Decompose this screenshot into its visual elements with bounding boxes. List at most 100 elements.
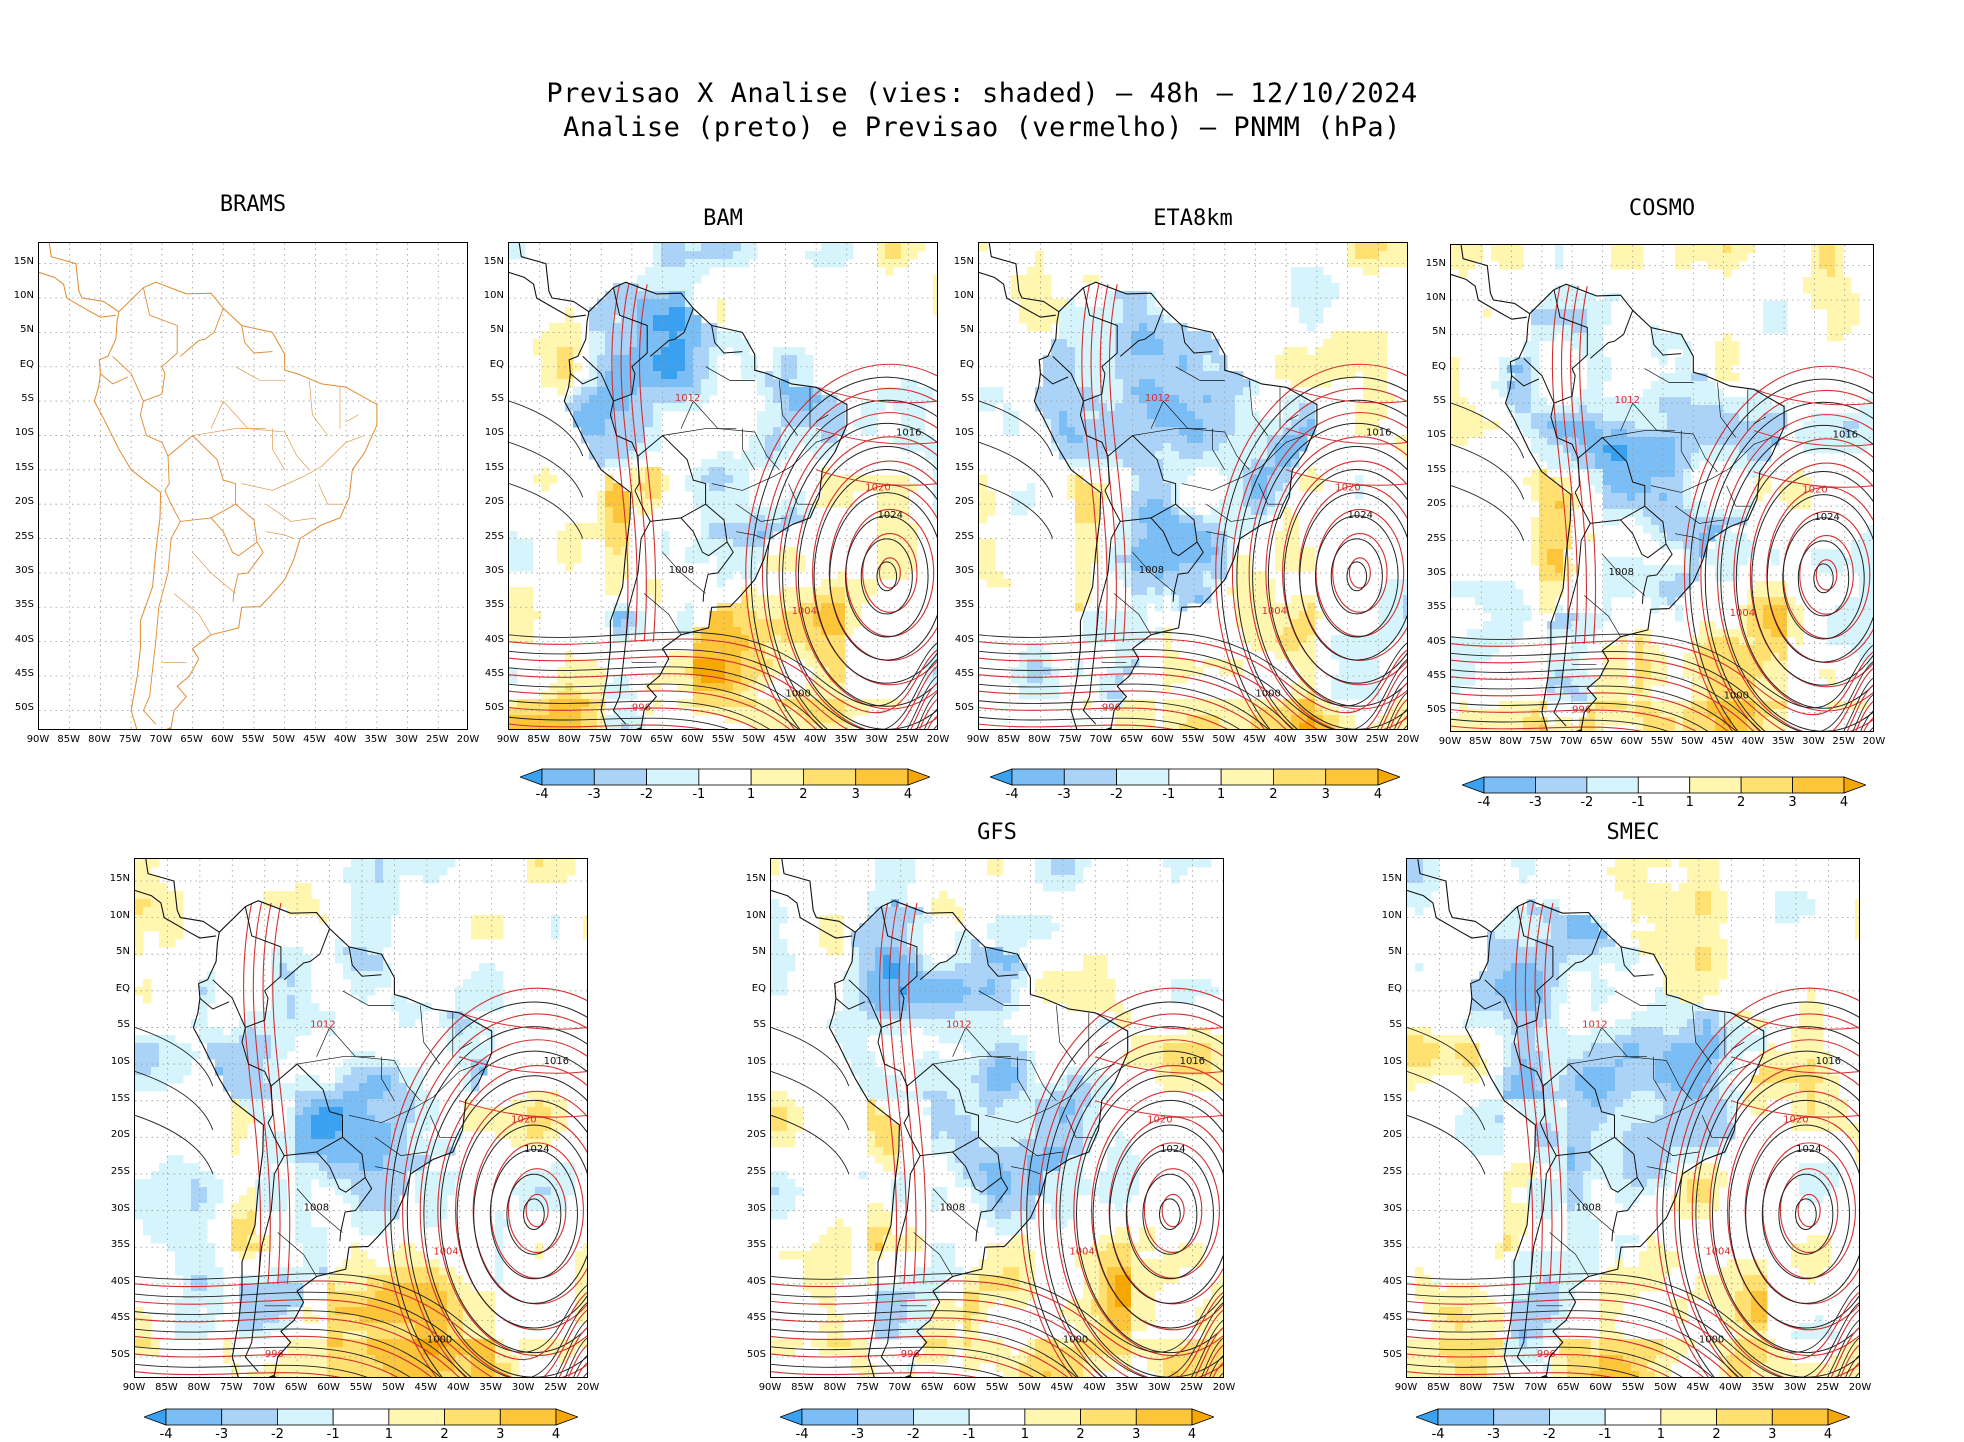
map-canvas [39,243,468,730]
isobar-label: 1024 [524,1144,549,1155]
latitude-label: 10S [944,427,974,438]
colorbar-tick-label: 3 [488,1427,512,1442]
colorbar-tick-label: 4 [1366,787,1390,802]
longitude-label: 25W [1829,736,1859,747]
colorbar-tick-label: -1 [1157,787,1181,802]
latitude-label: EQ [1372,983,1402,994]
longitude-label: 40W [330,734,360,745]
longitude-label: 30W [1780,1382,1810,1393]
longitude-label: 90W [963,734,993,745]
colorbar-tick-label: 3 [1314,787,1338,802]
latitude-label: 15N [100,873,130,884]
latitude-label: 30S [100,1203,130,1214]
longitude-label: 90W [493,734,523,745]
isobar-label: 1016 [1180,1056,1205,1067]
isobar-label: 1004 [1069,1246,1094,1257]
longitude-label: 60W [1617,736,1647,747]
isobar-label: 1024 [1796,1144,1821,1155]
longitude-label: 45W [1683,1382,1713,1393]
latitude-label: 20S [736,1129,766,1140]
latitude-label: 45S [474,668,504,679]
longitude-label: 50W [1014,1382,1044,1393]
colorbar-tick-label: 4 [544,1427,568,1442]
colorbar-tick-label: 1 [1649,1427,1673,1442]
longitude-label: 20W [1859,736,1889,747]
colorbar-tick-label: 1 [1209,787,1233,802]
isobar-label: 1016 [1816,1056,1841,1067]
figure-title-line-2: Analise (preto) e Previsao (vermelho) – … [0,112,1964,143]
longitude-label: 80W [1024,734,1054,745]
latitude-label: EQ [736,983,766,994]
panel-title: GFS [770,820,1224,845]
longitude-label: 60W [677,734,707,745]
longitude-label: 70W [616,734,646,745]
latitude-label: 5N [474,324,504,335]
colorbar [990,768,1400,786]
latitude-label: 25S [944,531,974,542]
longitude-label: 85W [994,734,1024,745]
colorbar-tick-label: -3 [846,1427,870,1442]
latitude-label: 10S [1372,1056,1402,1067]
longitude-label: 85W [151,1382,181,1393]
latitude-label: 45S [1372,1312,1402,1323]
longitude-label: 30W [862,734,892,745]
latitude-label: EQ [100,983,130,994]
colorbar-tick-label: 3 [844,787,868,802]
longitude-label: 85W [787,1382,817,1393]
isobar-label: 1008 [669,565,694,576]
isobar-label: 1016 [544,1056,569,1067]
longitude-label: 60W [1586,1382,1616,1393]
longitude-label: 45W [769,734,799,745]
latitude-label: 50S [1416,704,1446,715]
isobar-label: 1004 [1262,606,1287,617]
isobar-label: 1000 [1063,1334,1088,1345]
colorbar-tick-label: 3 [1760,1427,1784,1442]
longitude-label: 75W [585,734,615,745]
isobar-label: 996 [632,702,651,713]
longitude-label: 80W [1456,1382,1486,1393]
longitude-label: 20W [923,734,953,745]
colorbar-tick-label: -3 [1052,787,1076,802]
longitude-label: 20W [1845,1382,1875,1393]
latitude-label: 20S [1416,498,1446,509]
longitude-label: 20W [1209,1382,1239,1393]
longitude-label: 90W [119,1382,149,1393]
colorbar-tick-label: -4 [790,1427,814,1442]
longitude-label: 25W [422,734,452,745]
longitude-label: 30W [1798,736,1828,747]
longitude-label: 80W [554,734,584,745]
colorbar-tick-label: -3 [210,1427,234,1442]
isobar-label: 1020 [1783,1115,1808,1126]
longitude-label: 35W [1112,1382,1142,1393]
latitude-label: 35S [474,599,504,610]
longitude-label: 45W [1708,736,1738,747]
colorbar-tick-label: 4 [896,787,920,802]
latitude-label: 30S [1372,1203,1402,1214]
colorbar-tick-label: -2 [1105,787,1129,802]
latitude-label: 40S [474,634,504,645]
isobar-label: 1008 [940,1203,965,1214]
latitude-label: 35S [4,599,34,610]
colorbar [1416,1408,1850,1426]
longitude-label: 60W [207,734,237,745]
isobar-label: 1008 [304,1203,329,1214]
latitude-label: 15S [100,1093,130,1104]
latitude-label: 15S [944,462,974,473]
longitude-label: 75W [1526,736,1556,747]
longitude-label: 30W [1332,734,1362,745]
longitude-label: 70W [1521,1382,1551,1393]
colorbar-tick-label: -3 [1482,1427,1506,1442]
longitude-label: 35W [476,1382,506,1393]
colorbar-tick-label: -3 [582,787,606,802]
isobar-label: 996 [1572,704,1591,715]
latitude-label: 50S [1372,1349,1402,1360]
longitude-label: 80W [820,1382,850,1393]
isobar-label: 1020 [1147,1115,1172,1126]
latitude-label: 10S [4,427,34,438]
latitude-label: 45S [1416,670,1446,681]
latitude-label: 10N [944,290,974,301]
